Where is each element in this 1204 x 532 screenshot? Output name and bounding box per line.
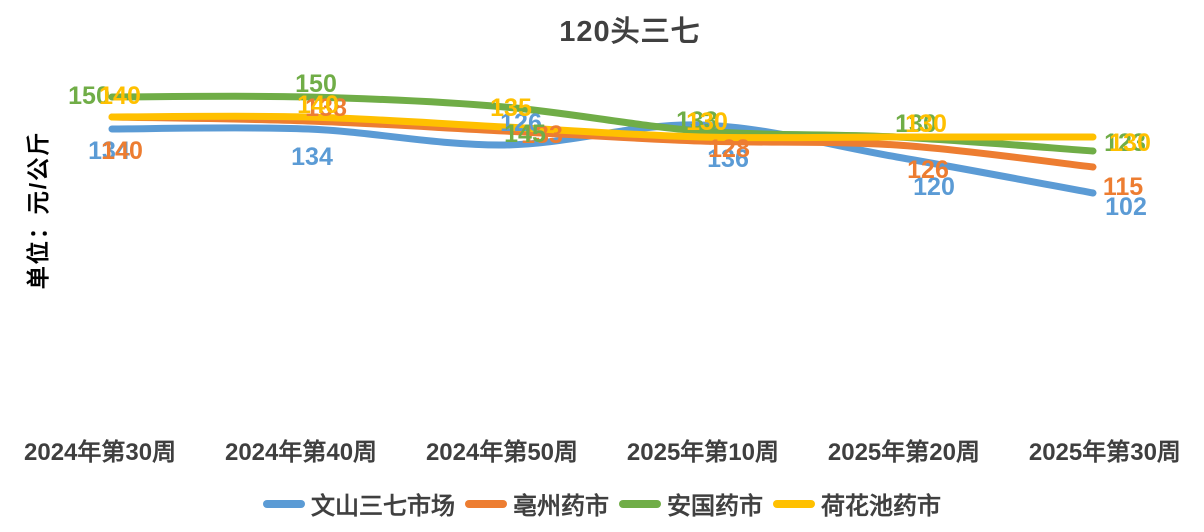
data-label-亳州药市: 138 (305, 94, 347, 122)
data-label-亳州药市: 126 (907, 156, 949, 184)
data-label-安国药市: 150 (68, 82, 110, 110)
data-label-文山三七市场: 126 (500, 109, 542, 137)
x-axis-label: 2024年第40周 (224, 439, 378, 466)
x-axis-label: 2024年第50周 (425, 439, 579, 466)
data-label-荷花池药市: 130 (686, 108, 728, 136)
series-line-亳州药市 (108, 113, 1097, 171)
legend-swatch-icon (465, 499, 507, 508)
data-label-荷花池药市: 130 (1109, 129, 1151, 157)
data-label-安国药市: 133 (676, 107, 718, 135)
x-axis-label: 2025年第20周 (827, 439, 980, 466)
data-label-亳州药市: 140 (101, 137, 143, 165)
legend-label: 荷花池药市 (821, 493, 941, 520)
x-axis-label: 2025年第30周 (1028, 439, 1181, 466)
legend-label: 安国药市 (667, 493, 763, 520)
data-label-亳州药市: 115 (1103, 173, 1143, 201)
legend-item-安国药市: 安国药市 (619, 486, 763, 521)
data-label-荷花池药市: 135 (490, 94, 532, 122)
series-line-荷花池药市 (108, 112, 1097, 142)
data-label-荷花池药市: 140 (99, 82, 141, 110)
data-label-文山三七市场: 134 (88, 137, 130, 165)
data-label-文山三七市场: 134 (291, 143, 333, 171)
chart-title: 120头三七 (559, 16, 701, 48)
data-label-文山三七市场: 136 (707, 145, 749, 173)
data-label-荷花池药市: 130 (905, 110, 947, 138)
data-label-安国药市: 150 (295, 70, 337, 98)
data-label-亳州药市: 128 (708, 135, 750, 163)
x-axis-label: 2025年第10周 (626, 439, 779, 466)
data-label-文山三七市场: 120 (913, 173, 955, 201)
legend-swatch-icon (619, 499, 661, 508)
data-label-文山三七市场: 102 (1105, 193, 1147, 221)
x-axis: 2024年第30周 2024年第40周 2024年第50周 2025年第10周 2025… (24, 432, 1181, 467)
legend-label: 文山三七市场 (311, 493, 455, 520)
legend-swatch-icon (773, 499, 815, 508)
legend-label: 亳州药市 (513, 493, 609, 520)
data-label-亳州药市: 133 (521, 121, 563, 149)
legend-item-荷花池药市: 荷花池药市 (773, 486, 941, 521)
legend-item-亳州药市: 亳州药市 (465, 486, 609, 521)
data-label-安国药市: 123 (1104, 129, 1146, 157)
data-label-安国药市: 145 (504, 120, 546, 148)
legend: 文山三七市场 亳州药市 安国药市 荷花池药市 (0, 486, 1204, 521)
data-label-安国药市: 130 (895, 110, 937, 138)
legend-item-文山三七市场: 文山三七市场 (263, 486, 455, 521)
legend-swatch-icon (263, 499, 305, 508)
data-label-荷花池药市: 140 (297, 91, 339, 119)
x-axis-label: 2024年第30周 (24, 439, 177, 466)
